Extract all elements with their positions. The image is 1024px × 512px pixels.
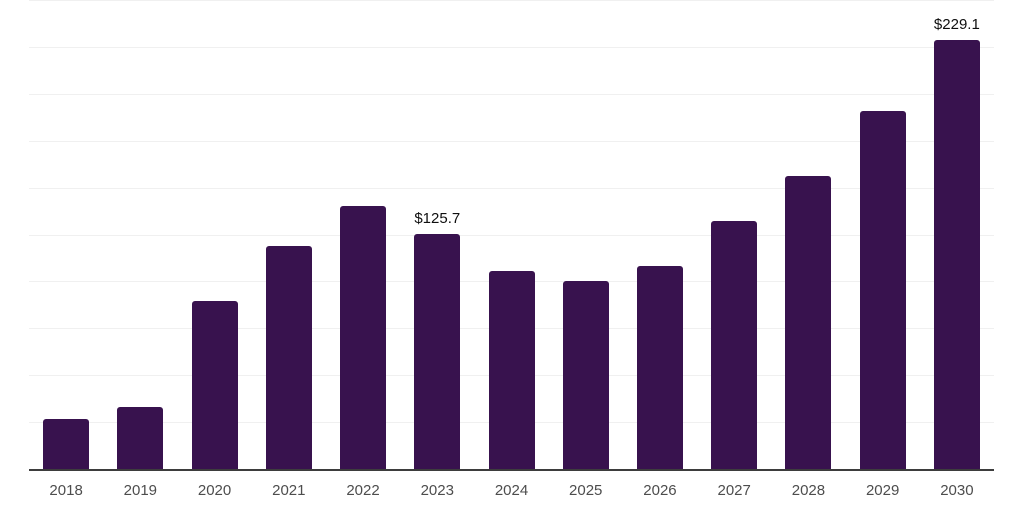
x-tick-label-2022: 2022 [346, 482, 380, 499]
x-tick-label-2026: 2026 [643, 482, 677, 499]
x-tick-label-2025: 2025 [569, 482, 603, 499]
x-tick-label-2029: 2029 [865, 482, 900, 499]
bar-2021 [265, 245, 312, 470]
x-tick-label-2021: 2021 [272, 482, 306, 499]
bar-2022 [340, 206, 387, 470]
grid-line-125 [29, 234, 994, 236]
x-tick-label-2028: 2028 [791, 482, 826, 499]
x-tick-label-2018: 2018 [49, 482, 83, 499]
x-tick-label-2020: 2020 [197, 482, 232, 499]
x-axis-labels: 2018 2019 2020 2021 2022 2023 2024 2025 2026 2027… [29, 482, 994, 504]
bar-2027 [711, 221, 758, 470]
grid-line-150 [29, 187, 994, 189]
bar-2019 [117, 407, 164, 470]
bar-2024 [488, 271, 535, 470]
grid-line-225 [29, 46, 994, 48]
plot-area: $125.7 $229.1 [29, 0, 994, 470]
bar-2028 [785, 176, 832, 470]
grid-line-250 [29, 0, 994, 1]
bar-2029 [859, 110, 906, 470]
grid-line-200 [29, 93, 994, 95]
value-label-2030: $229.1 [933, 16, 980, 34]
x-tick-label-2019: 2019 [123, 482, 158, 499]
x-tick-label-2027: 2027 [717, 482, 751, 499]
x-tick-label-2030: 2030 [940, 482, 974, 499]
x-axis-line [29, 469, 994, 471]
bar-2023 [414, 234, 461, 470]
x-tick-label-2024: 2024 [494, 482, 529, 499]
bar-2020 [191, 301, 238, 470]
bar-2025 [562, 281, 609, 470]
grid-line-175 [29, 140, 994, 142]
bar-2030 [933, 40, 980, 470]
value-label-2023: $125.7 [414, 210, 461, 228]
bar-2018 [43, 419, 90, 470]
bar-2026 [636, 265, 683, 470]
x-tick-label-2023: 2023 [420, 482, 454, 499]
